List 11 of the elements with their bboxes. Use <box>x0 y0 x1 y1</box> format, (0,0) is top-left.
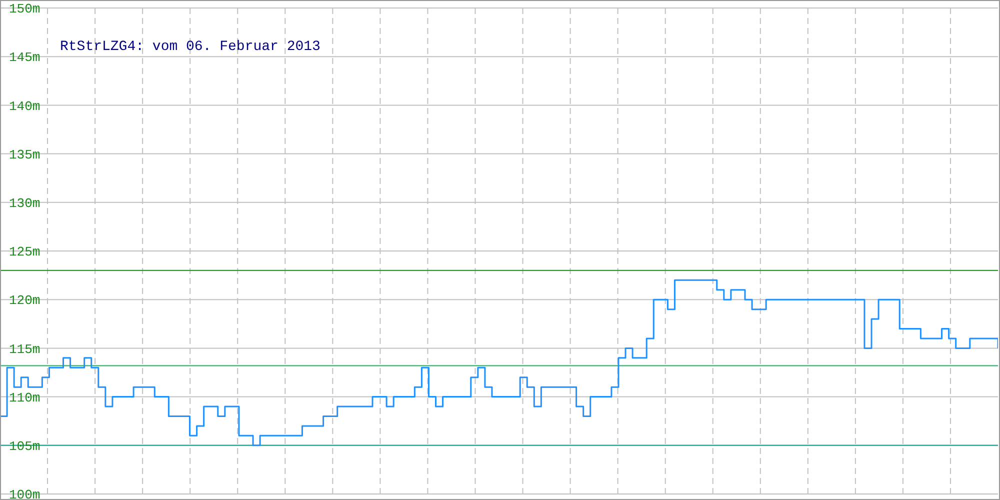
y-tick-label: 135m <box>9 147 40 162</box>
y-tick-label: 110m <box>9 390 40 406</box>
text: RtStrLZG4: vom 06. Februar 2013 <box>60 39 320 55</box>
y-tick-label: 150m <box>9 2 40 17</box>
y-tick-label: 100m <box>9 488 40 500</box>
y-tick-label: 125m <box>9 244 40 260</box>
y-tick-label: 120m <box>9 293 40 308</box>
y-tick-label: 140m <box>9 98 40 114</box>
y-tick-label: 130m <box>9 196 40 212</box>
y-tick-label: 145m <box>9 50 40 66</box>
y-tick-label: 115m <box>9 342 40 357</box>
